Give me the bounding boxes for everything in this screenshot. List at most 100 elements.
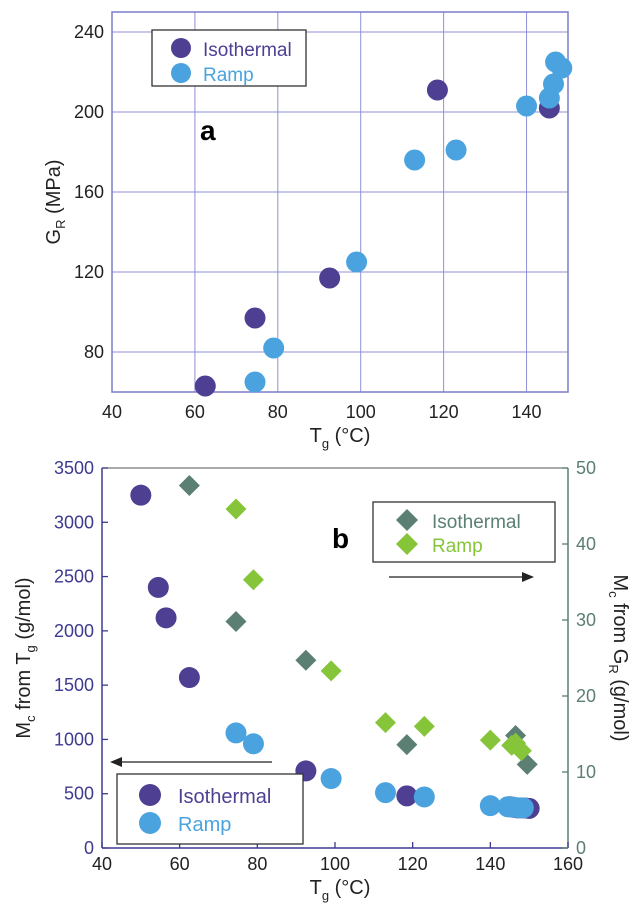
panel-a-ramp-point xyxy=(516,95,538,117)
panel-b-right-y-tick-label: 30 xyxy=(576,610,596,630)
panel-b-ramp-circle-point xyxy=(479,795,501,817)
panel-b-ylabel-right-main: M xyxy=(609,574,631,591)
panel-b-ylabel-right-unit: (g/mol) xyxy=(609,674,631,742)
legend-b-isothermal-circle-label: Isothermal xyxy=(178,786,271,808)
panel-a-x-ticks: 40 60 80 100 120 140 xyxy=(102,402,542,422)
panel-b-right-y-axis-label: Mc from GR (g/mol) xyxy=(606,574,631,741)
panel-b-left-y-tick-label: 1500 xyxy=(54,675,94,695)
panel-b-ramp-circle-point xyxy=(320,768,342,790)
panel-b-right-y-tick-label: 0 xyxy=(576,838,586,858)
panel-a-x-tick-label: 60 xyxy=(185,402,205,422)
panel-b-ramp-diamond-point xyxy=(225,498,247,520)
legend-b-isothermal-circle xyxy=(139,784,161,806)
panel-b-left-y-ticks: 0 500 1000 1500 2000 2500 3000 3500 xyxy=(54,458,108,858)
panel-a-y-tick-label: 240 xyxy=(74,22,104,42)
panel-a-ylabel-sub: R xyxy=(53,220,68,229)
panel-b-xlabel-unit: (°C) xyxy=(329,877,370,899)
panel-b-left-y-tick-label: 2500 xyxy=(54,567,94,587)
panel-a-x-tick-label: 80 xyxy=(268,402,288,422)
panel-a-legend: Isothermal Ramp xyxy=(151,29,307,87)
legend-isothermal-diamond xyxy=(396,509,418,531)
panel-b-xlabel-sub: g xyxy=(322,888,329,903)
panel-b-legend-right-box xyxy=(372,501,556,563)
panel-b-ylabel-right-mid: from G xyxy=(609,598,631,665)
panel-b-x-tick-label: 100 xyxy=(320,854,350,874)
panel-a-isothermal-point xyxy=(426,79,448,101)
panel-b-isothermal-circle-point xyxy=(155,607,177,629)
panel-b-right-y-tick-label: 20 xyxy=(576,686,596,706)
panel-b-ramp-diamond-point xyxy=(510,740,532,762)
panel-a-isothermal-point xyxy=(194,375,216,397)
panel-b: 40 60 80 100 120 140 160 050010001500200025003… xyxy=(13,458,631,903)
panel-b-x-tick-label: 140 xyxy=(475,854,505,874)
panel-b-isothermal-diamond-point xyxy=(225,611,247,633)
panel-a-ylabel-main: G xyxy=(43,229,65,245)
panel-b-left-y-tick-label: 0 xyxy=(84,838,94,858)
panel-b-isothermal-circle-point xyxy=(396,785,418,807)
panel-b-left-y-axis-label: Mc from Tg (g/mol) xyxy=(13,577,38,738)
panel-b-ramp-circle-point xyxy=(413,786,435,808)
right-axis-arrow-head xyxy=(522,572,534,582)
panel-b-label: b xyxy=(332,523,349,554)
panel-b-x-tick-label: 120 xyxy=(398,854,428,874)
panel-b-xlabel-main: T xyxy=(310,877,322,899)
panel-b-ylabel-left-main: M xyxy=(13,722,35,739)
panel-a-x-tick-label: 140 xyxy=(512,402,542,422)
panel-b-right-y-tick-label: 40 xyxy=(576,534,596,554)
panel-b-left-y-tick-label: 3500 xyxy=(54,458,94,478)
panel-a-y-tick-label: 80 xyxy=(84,342,104,362)
legend-b-isothermal-diamond-label: Isothermal xyxy=(432,512,521,533)
panel-b-x-axis-label: Tg (°C) xyxy=(310,877,371,903)
panel-a-ylabel-unit: (MPa) xyxy=(43,160,65,220)
panel-a-ramp-point xyxy=(445,139,467,161)
legend-b-ramp-circle-label: Ramp xyxy=(178,814,231,836)
panel-b-marks xyxy=(130,474,540,819)
legend-ramp-diamond xyxy=(396,533,418,555)
panel-b-x-tick-label: 60 xyxy=(170,854,190,874)
panel-b-isothermal-circle-point xyxy=(178,667,200,689)
panel-b-legend-right: Isothermal Ramp xyxy=(372,501,556,563)
panel-b-right-y-tick-label: 10 xyxy=(576,762,596,782)
panel-a-x-tick-label: 120 xyxy=(429,402,459,422)
panel-a-plot-frame xyxy=(111,11,569,393)
panel-a-y-tick-label: 200 xyxy=(74,102,104,122)
panel-b-isothermal-diamond-point xyxy=(295,649,317,671)
panel-a-ramp-point xyxy=(346,251,368,273)
panel-a-marks xyxy=(194,51,573,397)
legend-isothermal-label: Isothermal xyxy=(203,40,292,61)
panel-a-ramp-point xyxy=(551,57,573,79)
left-axis-arrow-head xyxy=(110,757,122,767)
panel-b-x-tick-label: 160 xyxy=(553,854,583,874)
panel-b-x-ticks: 40 60 80 100 120 140 160 xyxy=(92,842,583,874)
panel-b-isothermal-diamond-point xyxy=(178,474,200,496)
panel-b-ylabel-left-sub1: c xyxy=(23,715,38,722)
panel-a-xlabel-main: T xyxy=(310,425,322,447)
panel-b-ramp-circle-point xyxy=(225,722,247,744)
panel-a-ramp-point xyxy=(244,371,266,393)
panel-b-x-tick-label: 40 xyxy=(92,854,112,874)
panel-b-isothermal-circle-point xyxy=(147,576,169,598)
panel-b-ramp-circle-point xyxy=(374,782,396,804)
panel-a-xlabel-sub: g xyxy=(322,436,329,451)
panel-b-left-y-tick-label: 2000 xyxy=(54,621,94,641)
panel-a-ramp-point xyxy=(542,73,564,95)
panel-b-legend-left: Isothermal Ramp xyxy=(116,773,304,845)
panel-b-isothermal-diamond-point xyxy=(396,734,418,756)
panel-b-ylabel-right-sub2: R xyxy=(606,664,621,673)
panel-b-ramp-diamond-point xyxy=(413,715,435,737)
panel-a-x-tick-label: 100 xyxy=(346,402,376,422)
panel-b-right-y-ticks: 0 10 20 30 40 50 xyxy=(562,458,596,858)
panel-a-x-tick-label: 40 xyxy=(102,402,122,422)
legend-ramp-label: Ramp xyxy=(203,65,254,86)
panel-b-ramp-diamond-point xyxy=(479,729,501,751)
legend-ramp-marker xyxy=(171,63,191,83)
panel-b-left-y-tick-label: 500 xyxy=(64,784,94,804)
legend-b-ramp-diamond-label: Ramp xyxy=(432,536,483,557)
legend-b-ramp-circle xyxy=(139,812,161,834)
panel-a-y-tick-label: 160 xyxy=(74,182,104,202)
panel-a-xlabel-unit: (°C) xyxy=(329,425,370,447)
panel-b-x-tick-label: 80 xyxy=(247,854,267,874)
panel-b-isothermal-circle-point xyxy=(130,484,152,506)
